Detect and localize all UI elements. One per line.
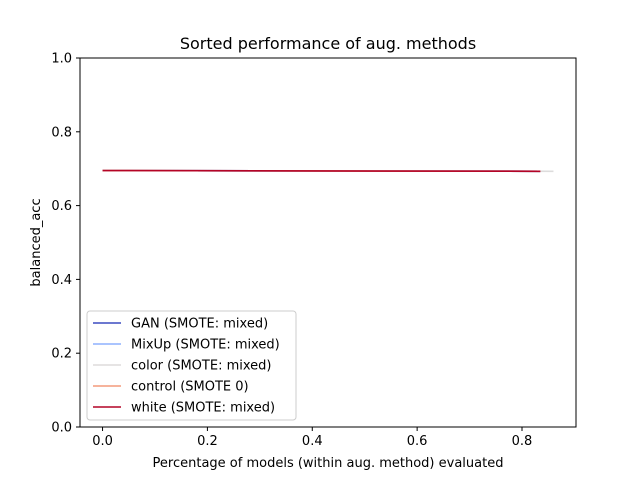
x-tick-label: 0.0 (92, 434, 113, 449)
x-tick-label: 0.4 (302, 434, 323, 449)
y-tick-label: 0.6 (51, 199, 72, 214)
y-axis-label: balanced_acc (29, 198, 44, 286)
x-tick-label: 0.8 (512, 434, 533, 449)
legend-label-3: control (SMOTE 0) (131, 380, 249, 395)
legend: GAN (SMOTE: mixed) MixUp (SMOTE: mixed) co… (86, 310, 297, 421)
y-axis-ticks: 0.0 0.2 0.4 0.6 0.8 1.0 (51, 52, 80, 436)
y-tick-label: 1.0 (51, 52, 72, 67)
axes-frame (79, 57, 577, 428)
x-axis-label: Percentage of models (within aug. method… (153, 456, 504, 471)
y-tick-label: 0.4 (51, 273, 72, 288)
y-tick-label: 0.0 (51, 421, 72, 436)
plot-area (102, 169, 554, 173)
x-axis-ticks: 0.0 0.2 0.4 0.6 0.8 (92, 427, 532, 449)
x-tick-label: 0.6 (407, 434, 428, 449)
legend-label-2: color (SMOTE: mixed) (131, 359, 271, 374)
legend-box (86, 310, 297, 421)
y-tick-label: 0.8 (51, 125, 72, 140)
series-line-4 (102, 169, 541, 173)
legend-label-4: white (SMOTE: mixed) (131, 401, 275, 416)
legend-label-0: GAN (SMOTE: mixed) (131, 317, 268, 332)
x-tick-label: 0.2 (197, 434, 218, 449)
chart-title: Sorted performance of aug. methods (180, 34, 476, 53)
legend-label-1: MixUp (SMOTE: mixed) (131, 338, 280, 353)
y-tick-label: 0.2 (51, 347, 72, 362)
